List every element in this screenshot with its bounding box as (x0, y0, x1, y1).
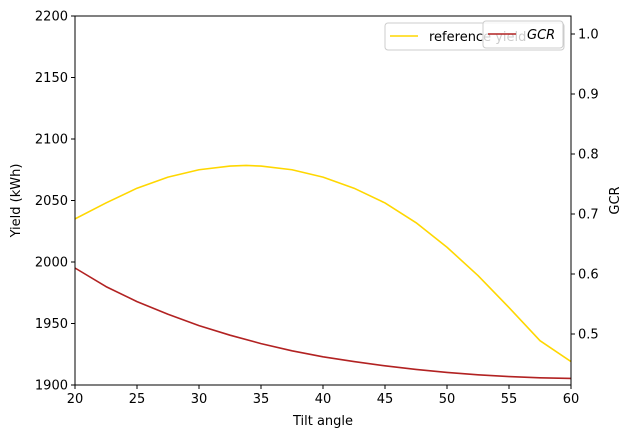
y2-axis-label: GCR (608, 186, 623, 214)
x-tick-label: 60 (563, 392, 580, 407)
x-tick-label: 25 (129, 392, 146, 407)
y-tick-label: 2150 (35, 71, 68, 86)
legend-box-gcr (482, 20, 564, 49)
y2-tick-label: 0.5 (578, 328, 599, 343)
y2-tick-label: 0.9 (578, 88, 599, 103)
x-tick-label: 55 (501, 392, 518, 407)
x-tick-label: 30 (191, 392, 208, 407)
y2-tick-label: 0.7 (578, 208, 599, 223)
y-tick-label: 1900 (35, 379, 68, 394)
y-axis-label: Yield (kWh) (9, 164, 24, 239)
y-tick-label: 1950 (35, 317, 68, 332)
series-line-reference-yield (75, 164, 571, 363)
y2-tick-label: 0.8 (578, 148, 599, 163)
x-tick-label: 45 (377, 392, 394, 407)
x-tick-label: 40 (315, 392, 332, 407)
y-tick-label: 2100 (35, 133, 68, 148)
x-tick-label: 20 (67, 392, 84, 407)
y-tick-label: 2050 (35, 194, 68, 209)
y-tick-label: 2000 (35, 256, 68, 271)
legend-label-gcr: GCR (527, 28, 555, 43)
series-line-gcr (75, 267, 571, 380)
x-tick-label: 35 (253, 392, 270, 407)
plot-layer: 20 25 30 35 40 45 50 55 60 1900 1950 2000 2050 2100 21… (9, 10, 623, 430)
y2-tick-label: 0.6 (578, 268, 599, 283)
x-tick-label: 50 (439, 392, 456, 407)
x-axis-label: Tilt angle (292, 414, 353, 429)
y-tick-label: 2200 (35, 10, 68, 25)
y2-tick-label: 1.0 (578, 28, 599, 43)
